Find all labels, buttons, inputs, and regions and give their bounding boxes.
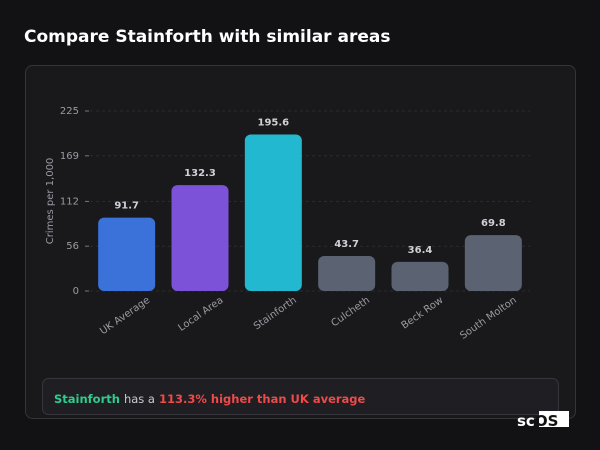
chart-title: Compare Stainforth with similar areas — [24, 27, 390, 47]
summary-box — [42, 378, 559, 415]
summary-area: Stainforth — [54, 392, 120, 406]
value-label: 36.4 — [408, 245, 433, 256]
value-label: 195.6 — [258, 118, 290, 129]
bar — [464, 235, 522, 291]
summary-highlight: 113.3% higher than UK average — [159, 392, 366, 406]
bar — [318, 256, 376, 291]
summary-text: has a — [124, 392, 155, 406]
value-label: 91.7 — [114, 201, 139, 212]
logo-box — [539, 411, 569, 427]
bar — [171, 185, 229, 291]
bar — [244, 134, 302, 291]
summary: Stainforth has a 113.3% higher than UK a… — [54, 392, 366, 406]
value-label: 43.7 — [334, 239, 359, 250]
logo: scOS — [517, 412, 558, 430]
bar — [391, 261, 449, 291]
y-tick-label: 169 — [60, 151, 79, 162]
value-label: 132.3 — [184, 168, 216, 179]
y-tick-label: 0 — [73, 286, 79, 297]
y-tick-label: 56 — [66, 241, 79, 252]
y-tick-label: 112 — [60, 196, 79, 207]
y-tick-label: 225 — [60, 106, 79, 117]
value-label: 69.8 — [481, 218, 506, 229]
y-axis-label: Crimes per 1,000 — [45, 158, 56, 245]
bar — [98, 217, 156, 291]
